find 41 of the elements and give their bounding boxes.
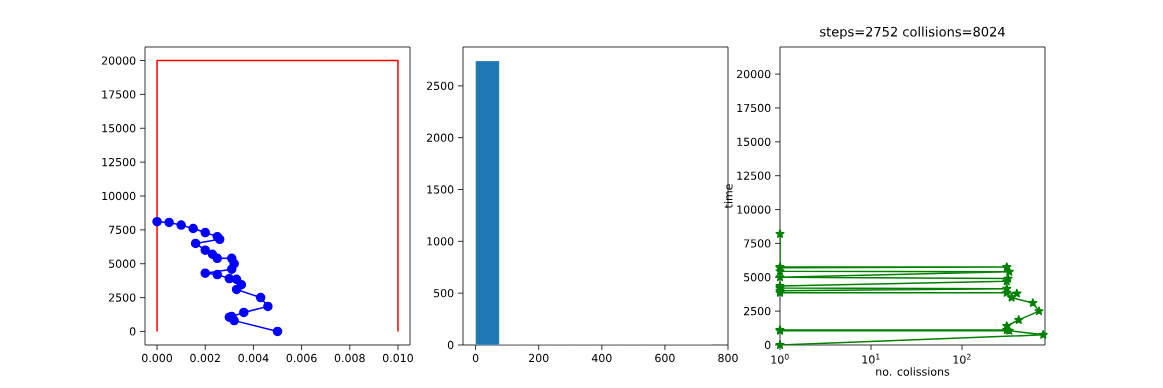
y-tick-label: 20000 (736, 69, 771, 79)
y-tick-label: 15000 (737, 137, 771, 146)
x-tick-label: 10$^{1}$ (862, 353, 880, 364)
y-tick-label: 0 (447, 340, 454, 350)
y-tick-label: 500 (433, 289, 454, 298)
y-tick-label: 15000 (102, 124, 136, 133)
y-tick-label: 5000 (109, 259, 136, 268)
y-tick-label: 12500 (102, 157, 136, 167)
y-tick-label: 17500 (102, 90, 136, 99)
chart-title: steps=2752 collisions=8024 (820, 26, 1005, 40)
y-tick-label: 5000 (744, 273, 771, 282)
y-tick-label: 0 (764, 340, 771, 350)
y-tick-label: 12500 (737, 171, 771, 180)
y-tick-label: 2000 (426, 133, 454, 142)
x-tick-label: 600 (655, 353, 675, 363)
y-tick-label: 2500 (108, 293, 136, 302)
x-tick-label: 200 (529, 353, 549, 363)
y-tick-label: 0 (129, 327, 136, 336)
x-tick-label: 10$^{0}$ (771, 353, 789, 364)
y-tick-label: 17500 (737, 103, 771, 113)
x-tick-label: 0.004 (238, 353, 269, 363)
y-tick-label: 20000 (101, 56, 136, 65)
y-tick-label: 10000 (737, 205, 771, 214)
x-tick-label: 0 (472, 353, 479, 363)
x-tick-label: 0.002 (190, 353, 220, 363)
y-axis-title: time (724, 184, 733, 209)
x-tick-label: 0.008 (334, 353, 365, 363)
x-tick-label: 400 (591, 353, 612, 363)
x-tick-label: 10$^{2}$ (953, 353, 971, 364)
y-tick-label: 1500 (427, 185, 454, 194)
y-tick-label: 2500 (426, 81, 454, 91)
y-tick-label: 7500 (744, 239, 771, 248)
x-tick-label: 0.010 (382, 353, 413, 363)
x-tick-label: 0.006 (286, 353, 317, 363)
y-tick-label: 7500 (109, 225, 136, 235)
x-tick-label: 800 (718, 353, 738, 363)
x-tick-label: 0.000 (142, 353, 173, 363)
y-tick-label: 2500 (743, 306, 771, 316)
y-tick-label: 1000 (427, 237, 454, 246)
x-axis-title: no. colissions (876, 367, 950, 376)
y-tick-label: 10000 (102, 191, 136, 201)
